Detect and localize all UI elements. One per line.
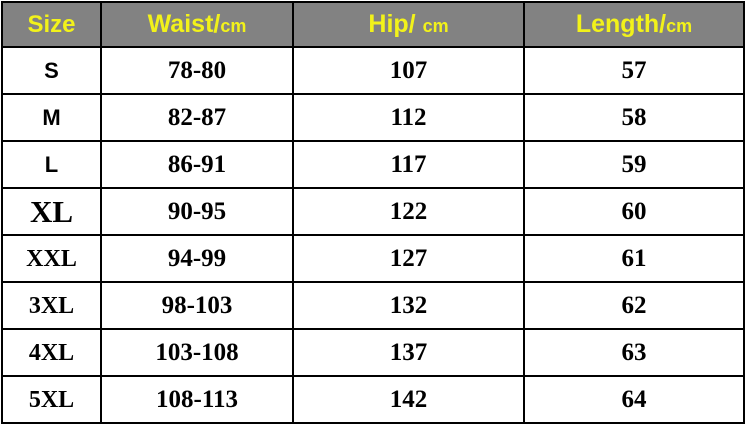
column-header-size: Size	[1, 1, 102, 48]
cell-hip: 122	[292, 187, 525, 236]
cell-waist: 90-95	[100, 187, 294, 236]
cell-length: 58	[523, 93, 745, 142]
table-row: L 86-91 117 59	[1, 140, 745, 189]
table-row: S 78-80 107 57	[1, 46, 745, 95]
table-row: 4XL 103-108 137 63	[1, 328, 745, 377]
cell-waist: 78-80	[100, 46, 294, 95]
cell-length: 59	[523, 140, 745, 189]
table-body: S 78-80 107 57 M 82-87 112 58 L 86-91 11…	[1, 46, 745, 424]
column-header-length-label: Length/	[575, 10, 667, 38]
cell-hip: 112	[292, 93, 525, 142]
cell-hip: 137	[292, 328, 525, 377]
cell-waist: 86-91	[100, 140, 294, 189]
cell-waist: 103-108	[100, 328, 294, 377]
cell-hip: 132	[292, 281, 525, 330]
cell-length: 62	[523, 281, 745, 330]
cell-length: 57	[523, 46, 745, 95]
table-row: 3XL 98-103 132 62	[1, 281, 745, 330]
cell-hip: 117	[292, 140, 525, 189]
cell-size: M	[1, 93, 102, 142]
cell-size: 3XL	[1, 281, 102, 330]
column-header-hip-unit: cm	[422, 16, 449, 36]
column-header-size-label: Size	[27, 10, 76, 38]
table-header: Size Waist/cm Hip/ cm Length/cm	[1, 1, 745, 48]
cell-length: 60	[523, 187, 745, 236]
cell-length: 64	[523, 375, 745, 424]
table-row: 5XL 108-113 142 64	[1, 375, 745, 424]
column-header-length: Length/cm	[523, 1, 745, 48]
column-header-waist-unit: cm	[220, 16, 247, 36]
cell-size: XXL	[1, 234, 102, 283]
cell-size: S	[1, 46, 102, 95]
table-row: M 82-87 112 58	[1, 93, 745, 142]
column-header-hip: Hip/ cm	[292, 1, 525, 48]
cell-size: 4XL	[1, 328, 102, 377]
cell-hip: 142	[292, 375, 525, 424]
cell-length: 63	[523, 328, 745, 377]
cell-hip: 107	[292, 46, 525, 95]
cell-waist: 98-103	[100, 281, 294, 330]
cell-size: L	[1, 140, 102, 189]
table-row: XXL 94-99 127 61	[1, 234, 745, 283]
column-header-hip-label: Hip/	[368, 10, 423, 38]
column-header-waist: Waist/cm	[100, 1, 294, 48]
column-header-waist-label: Waist/	[147, 10, 221, 38]
cell-size: XL	[1, 187, 102, 236]
cell-size: 5XL	[1, 375, 102, 424]
cell-waist: 108-113	[100, 375, 294, 424]
header-row: Size Waist/cm Hip/ cm Length/cm	[1, 1, 745, 48]
cell-hip: 127	[292, 234, 525, 283]
cell-waist: 82-87	[100, 93, 294, 142]
cell-waist: 94-99	[100, 234, 294, 283]
column-header-length-unit: cm	[666, 16, 693, 36]
cell-length: 61	[523, 234, 745, 283]
table-row: XL 90-95 122 60	[1, 187, 745, 236]
